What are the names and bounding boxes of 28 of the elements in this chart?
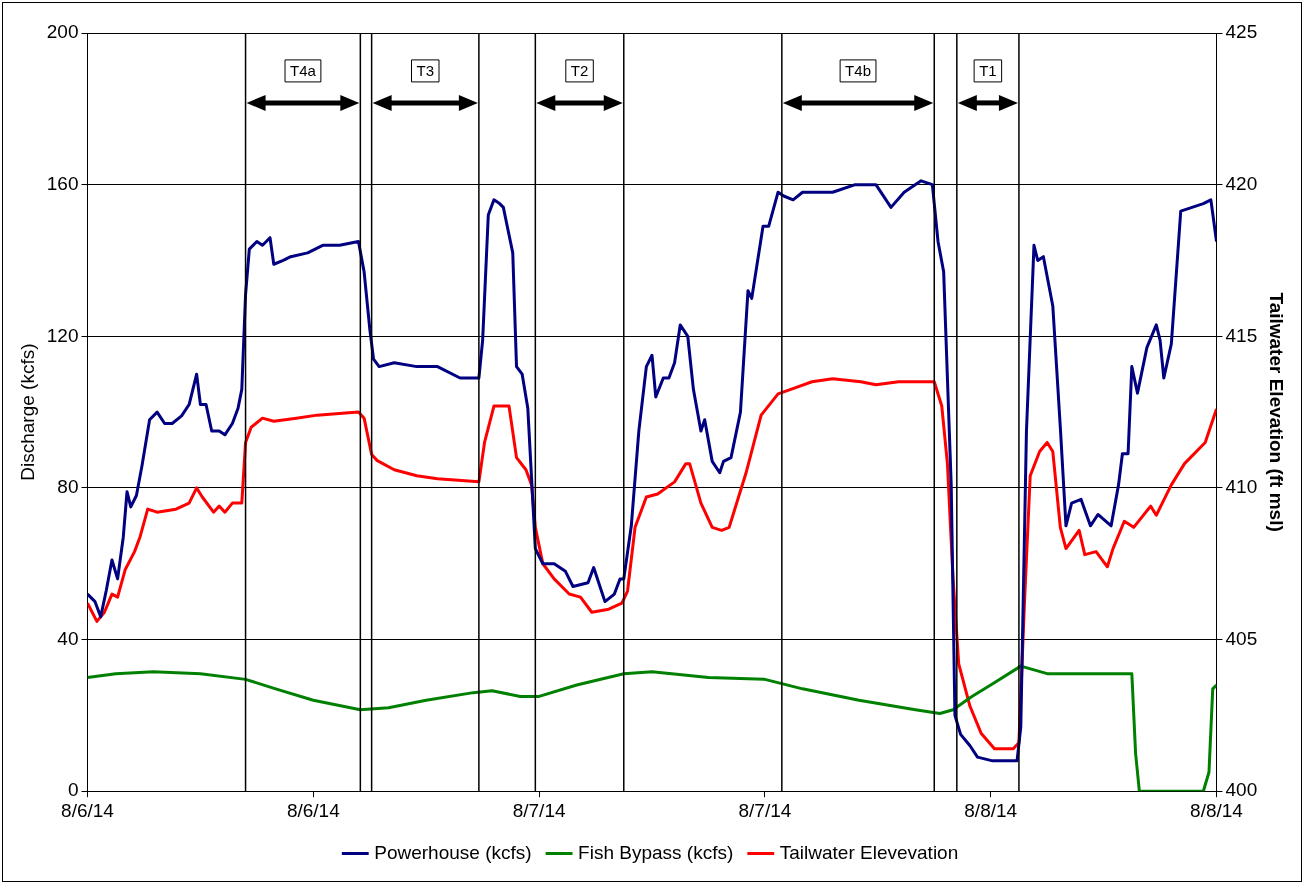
- y-tick-label: 0: [67, 779, 79, 801]
- y-tick-label: 40: [57, 627, 79, 649]
- x-tick-label: 8/6/14: [286, 799, 341, 821]
- annotation: T4b: [845, 62, 871, 80]
- y-tick-label: 120: [46, 324, 79, 346]
- legend-label: Powerhouse (kcfs): [374, 841, 532, 863]
- annotation: T1: [979, 62, 997, 80]
- annotation: T4a: [290, 62, 317, 80]
- y2-tick-label: 425: [1225, 21, 1258, 43]
- x-tick-label: 8/8/14: [1190, 799, 1244, 821]
- y2-tick-label: 405: [1225, 627, 1258, 649]
- y-tick-label: 80: [57, 476, 79, 498]
- y2-tick-label: 420: [1225, 172, 1258, 194]
- y-tick-label: 160: [46, 172, 79, 194]
- annotation: T3: [416, 62, 435, 80]
- y2-tick-label: 410: [1225, 476, 1258, 498]
- x-tick-label: 8/6/14: [61, 799, 115, 821]
- y2-tick-label: 400: [1225, 779, 1258, 801]
- y-axis-title: Discharge (kcfs): [16, 343, 38, 481]
- x-tick-label: 8/7/14: [512, 799, 566, 821]
- annotation: T2: [570, 62, 589, 80]
- x-tick-label: 8/7/14: [738, 799, 792, 821]
- legend-label: Fish Bypass (kcfs): [578, 841, 734, 863]
- y-tick-label: 200: [46, 21, 79, 43]
- y2-axis-title: Tailwater Elevation (ft msl): [1266, 292, 1288, 532]
- legend-label: Tailwater Elevevation: [779, 841, 959, 863]
- x-tick-label: 8/8/14: [964, 799, 1018, 821]
- y2-tick-label: 415: [1225, 324, 1258, 346]
